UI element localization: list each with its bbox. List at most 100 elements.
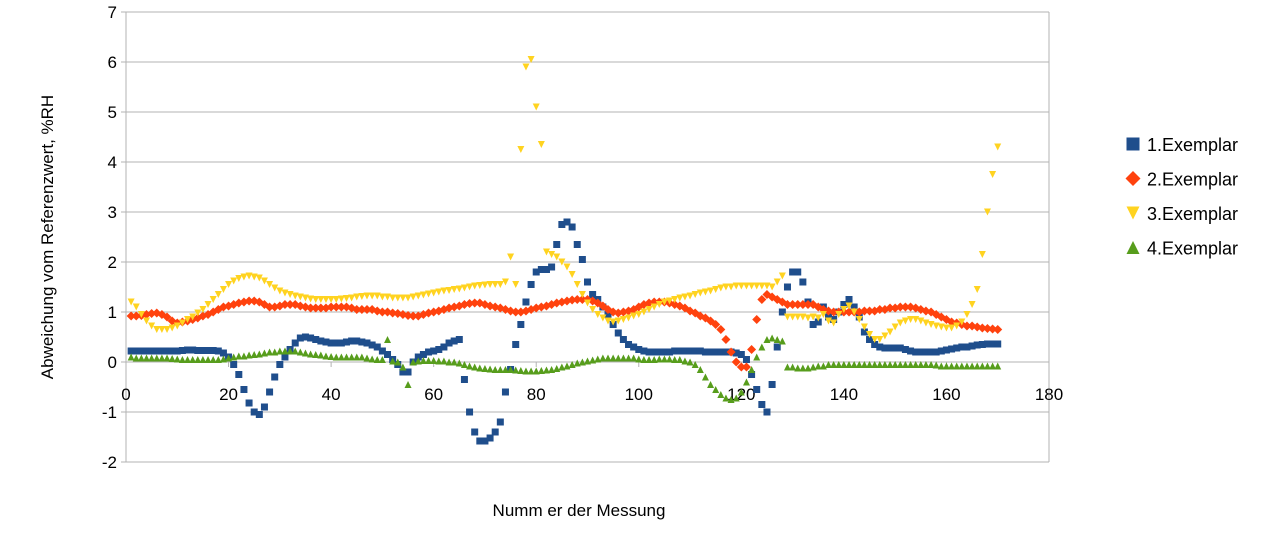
- data-point: [542, 266, 550, 273]
- data-point: [532, 268, 540, 276]
- data-point: [640, 308, 648, 316]
- data-point: [681, 293, 689, 301]
- data-point: [460, 376, 468, 383]
- data-point: [291, 347, 299, 355]
- data-point: [558, 363, 566, 371]
- data-point: [455, 285, 463, 293]
- data-point: [214, 291, 222, 298]
- data-point: [753, 282, 761, 290]
- data-point: [875, 305, 885, 314]
- data-point: [655, 301, 663, 308]
- data-point: [900, 302, 910, 312]
- data-point: [604, 317, 612, 325]
- data-point: [630, 343, 638, 351]
- data-point: [614, 329, 622, 337]
- data-point: [901, 317, 909, 325]
- data-point: [835, 361, 843, 368]
- data-point: [912, 361, 920, 368]
- data-point: [717, 348, 725, 356]
- data-point: [676, 294, 684, 302]
- data-point: [363, 354, 371, 362]
- x-tick-label: 180: [1035, 385, 1063, 404]
- data-point: [378, 293, 386, 301]
- data-point: [204, 301, 212, 308]
- data-point: [311, 303, 321, 313]
- data-point: [666, 355, 674, 363]
- data-point: [512, 281, 520, 288]
- data-point: [337, 339, 345, 347]
- data-point: [948, 362, 956, 370]
- data-point: [517, 321, 525, 328]
- data-point: [881, 344, 889, 352]
- data-point: [517, 367, 525, 374]
- data-point: [978, 341, 986, 348]
- data-point: [782, 300, 792, 309]
- data-point: [348, 337, 356, 345]
- data-point: [876, 336, 884, 343]
- data-point: [701, 373, 709, 381]
- data-point: [989, 340, 997, 348]
- data-point: [168, 324, 176, 332]
- series-2: [126, 290, 1003, 372]
- data-point: [312, 336, 320, 343]
- data-point: [158, 347, 166, 355]
- data-point: [676, 356, 684, 363]
- data-point: [137, 354, 145, 362]
- x-tick-label: 100: [625, 385, 653, 404]
- data-point: [686, 292, 694, 300]
- data-point: [368, 341, 376, 349]
- data-point: [953, 344, 961, 352]
- data-point: [896, 319, 904, 327]
- data-point: [977, 323, 987, 333]
- data-point: [527, 56, 535, 63]
- data-point: [389, 294, 397, 302]
- data-point: [471, 428, 479, 436]
- data-point: [752, 315, 762, 324]
- data-point: [763, 282, 771, 290]
- data-point: [419, 351, 427, 358]
- data-point: [742, 282, 750, 290]
- x-tick-label: 60: [424, 385, 443, 404]
- data-point: [240, 352, 248, 360]
- data-point: [481, 437, 489, 445]
- data-point: [271, 284, 279, 292]
- data-point: [425, 357, 433, 364]
- data-point: [937, 323, 945, 331]
- data-point: [625, 354, 633, 362]
- data-point: [286, 347, 294, 355]
- data-point: [148, 354, 156, 362]
- data-point: [558, 221, 566, 228]
- data-point: [927, 348, 935, 356]
- legend-label: 1.Exemplar: [1147, 135, 1238, 155]
- data-point: [435, 346, 443, 353]
- data-point: [712, 286, 720, 293]
- data-point: [741, 362, 751, 372]
- y-tick-label: 6: [108, 53, 117, 72]
- data-point: [758, 343, 766, 351]
- data-point: [260, 349, 268, 357]
- data-point: [184, 356, 192, 363]
- data-point: [573, 281, 581, 288]
- data-point: [686, 347, 694, 355]
- data-point: [567, 295, 577, 305]
- data-point: [973, 286, 981, 293]
- data-point: [189, 356, 197, 363]
- data-point: [968, 342, 976, 350]
- y-tick-label: 0: [108, 353, 117, 372]
- legend-marker: [1126, 206, 1140, 220]
- data-point: [619, 336, 627, 343]
- data-point: [553, 365, 561, 372]
- data-point: [240, 273, 248, 281]
- data-point: [866, 331, 874, 338]
- data-point: [788, 300, 798, 309]
- data-point: [635, 311, 643, 318]
- data-point: [440, 343, 448, 351]
- data-point: [736, 362, 746, 372]
- data-point: [589, 356, 597, 364]
- data-point: [778, 272, 786, 280]
- data-point: [517, 146, 525, 153]
- gridlines: [126, 11, 1049, 463]
- data-point: [825, 361, 833, 368]
- data-point: [147, 309, 157, 318]
- data-point: [204, 356, 212, 363]
